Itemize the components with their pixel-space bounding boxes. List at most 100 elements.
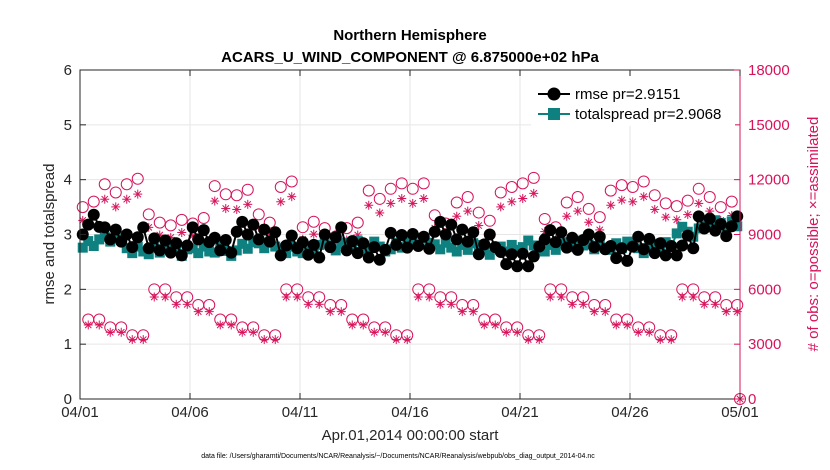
obs-assimilated-marker xyxy=(567,299,577,309)
rmse-marker xyxy=(159,234,172,247)
rmse-series xyxy=(76,208,744,273)
rmse-marker xyxy=(329,231,342,244)
rmse-marker xyxy=(412,240,425,253)
rmse-marker xyxy=(351,247,364,260)
obs-assimilated-marker xyxy=(259,335,269,345)
obs-possible-marker xyxy=(450,196,463,209)
rmse-marker xyxy=(401,241,414,254)
totalspread-marker xyxy=(187,243,198,254)
rmse-marker xyxy=(720,230,733,243)
rmse-marker xyxy=(637,243,650,256)
totalspread-marker xyxy=(330,245,341,256)
totalspread-marker xyxy=(198,241,209,252)
totalspread-marker xyxy=(275,243,286,254)
obs-assimilated-marker xyxy=(683,210,693,220)
obs-assimilated-marker xyxy=(562,211,572,221)
obs-assimilated-marker xyxy=(655,335,665,345)
rmse-marker xyxy=(307,238,320,251)
y-right-tick-label: 15000 xyxy=(748,117,790,134)
obs-assimilated-marker xyxy=(721,307,731,317)
rmse-marker xyxy=(104,233,117,246)
obs-assimilated-marker xyxy=(122,194,132,204)
rmse-marker xyxy=(643,232,656,245)
rmse-marker xyxy=(687,242,700,255)
rmse-marker xyxy=(494,246,507,259)
legend: rmse pr=2.9151 totalspread pr=2.9068 xyxy=(531,76,735,126)
totalspread-marker xyxy=(429,239,440,250)
rmse-marker xyxy=(318,228,331,241)
obs-possible-marker xyxy=(604,184,617,197)
rmse-marker xyxy=(428,225,441,238)
obs-assimilated-marker xyxy=(221,204,231,214)
x-axis-label: Apr.01,2014 00:00:00 start xyxy=(322,427,500,444)
rmse-marker xyxy=(192,233,205,246)
obs-possible-marker xyxy=(395,177,408,190)
obs-assimilated-marker xyxy=(606,200,616,210)
rmse-marker xyxy=(483,228,496,241)
totalspread-marker xyxy=(523,235,534,246)
totalspread-marker xyxy=(270,241,281,252)
rmse-marker xyxy=(263,235,276,248)
x-tick-label: 05/01 xyxy=(721,404,759,421)
obs-possible-marker xyxy=(87,195,100,208)
obs-assimilated-marker xyxy=(534,335,544,345)
rmse-marker xyxy=(252,233,265,246)
obs-possible-marker xyxy=(252,208,265,221)
rmse-marker xyxy=(296,236,309,249)
rmse-marker xyxy=(109,223,122,236)
rmse-marker xyxy=(181,239,194,252)
obs-assimilated-marker xyxy=(710,299,720,309)
obs-assimilated-marker xyxy=(633,327,643,337)
obs-assimilated-marker xyxy=(281,292,291,302)
obs-assimilated-marker xyxy=(309,229,319,239)
totalspread-marker xyxy=(83,236,94,247)
totalspread-marker xyxy=(242,243,253,254)
rmse-marker xyxy=(456,223,469,236)
obs-assimilated-marker xyxy=(276,197,286,207)
rmse-marker xyxy=(423,242,436,255)
obs-possible-marker xyxy=(208,180,221,193)
obs-possible-marker xyxy=(120,178,133,191)
y-left-tick-label: 4 xyxy=(64,172,72,189)
rmse-marker xyxy=(313,251,326,264)
totalspread-marker xyxy=(99,231,110,242)
y-right-tick-label: 3000 xyxy=(748,336,781,353)
obs-assimilated-marker xyxy=(589,307,599,317)
y-right-tick-label: 12000 xyxy=(748,172,790,189)
totalspread-marker xyxy=(88,241,99,252)
obs-assimilated-marker xyxy=(287,192,297,202)
obs-possible-marker xyxy=(373,192,386,205)
obs-assimilated-marker xyxy=(688,292,698,302)
rmse-marker xyxy=(82,218,95,231)
obs-assimilated-marker xyxy=(424,292,434,302)
obs-assimilated-marker xyxy=(292,292,302,302)
obs-assimilated-marker xyxy=(248,327,258,337)
rmse-marker xyxy=(654,237,667,250)
rmse-marker xyxy=(269,226,282,239)
obs-assimilated-marker xyxy=(127,335,137,345)
obs-assimilated-marker xyxy=(210,196,220,206)
totalspread-marker xyxy=(451,246,462,257)
rmse-marker xyxy=(571,243,584,256)
x-tick-label: 04/01 xyxy=(61,404,99,421)
rmse-marker xyxy=(698,222,711,235)
x-tick-label: 04/16 xyxy=(391,404,429,421)
obs-possible-marker xyxy=(714,201,727,214)
obs-possible-marker xyxy=(560,196,573,209)
totalspread-marker xyxy=(237,238,248,249)
y-left-tick-label: 2 xyxy=(64,281,72,298)
totalspread-marker xyxy=(424,237,435,248)
rmse-marker xyxy=(527,250,540,263)
totalspread-marker xyxy=(484,249,495,260)
totalspread-marker xyxy=(506,239,517,250)
obs-assimilated-marker xyxy=(661,212,671,222)
rmse-marker xyxy=(98,221,111,234)
rmse-marker xyxy=(544,224,557,237)
rmse-marker xyxy=(197,224,210,237)
rmse-marker xyxy=(258,223,271,236)
rmse-marker xyxy=(208,231,221,244)
rmse-marker xyxy=(461,235,474,248)
obs-assimilated-marker xyxy=(611,320,621,330)
obs-assimilated-marker xyxy=(94,320,104,330)
obs-possible-marker xyxy=(626,180,639,193)
